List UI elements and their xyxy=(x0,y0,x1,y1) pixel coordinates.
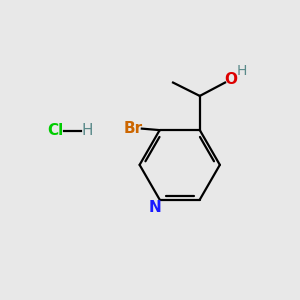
Text: N: N xyxy=(149,200,162,214)
Text: O: O xyxy=(224,72,238,87)
Text: Cl: Cl xyxy=(47,123,64,138)
Text: H: H xyxy=(82,123,93,138)
Text: H: H xyxy=(236,64,247,78)
Text: Br: Br xyxy=(123,121,142,136)
